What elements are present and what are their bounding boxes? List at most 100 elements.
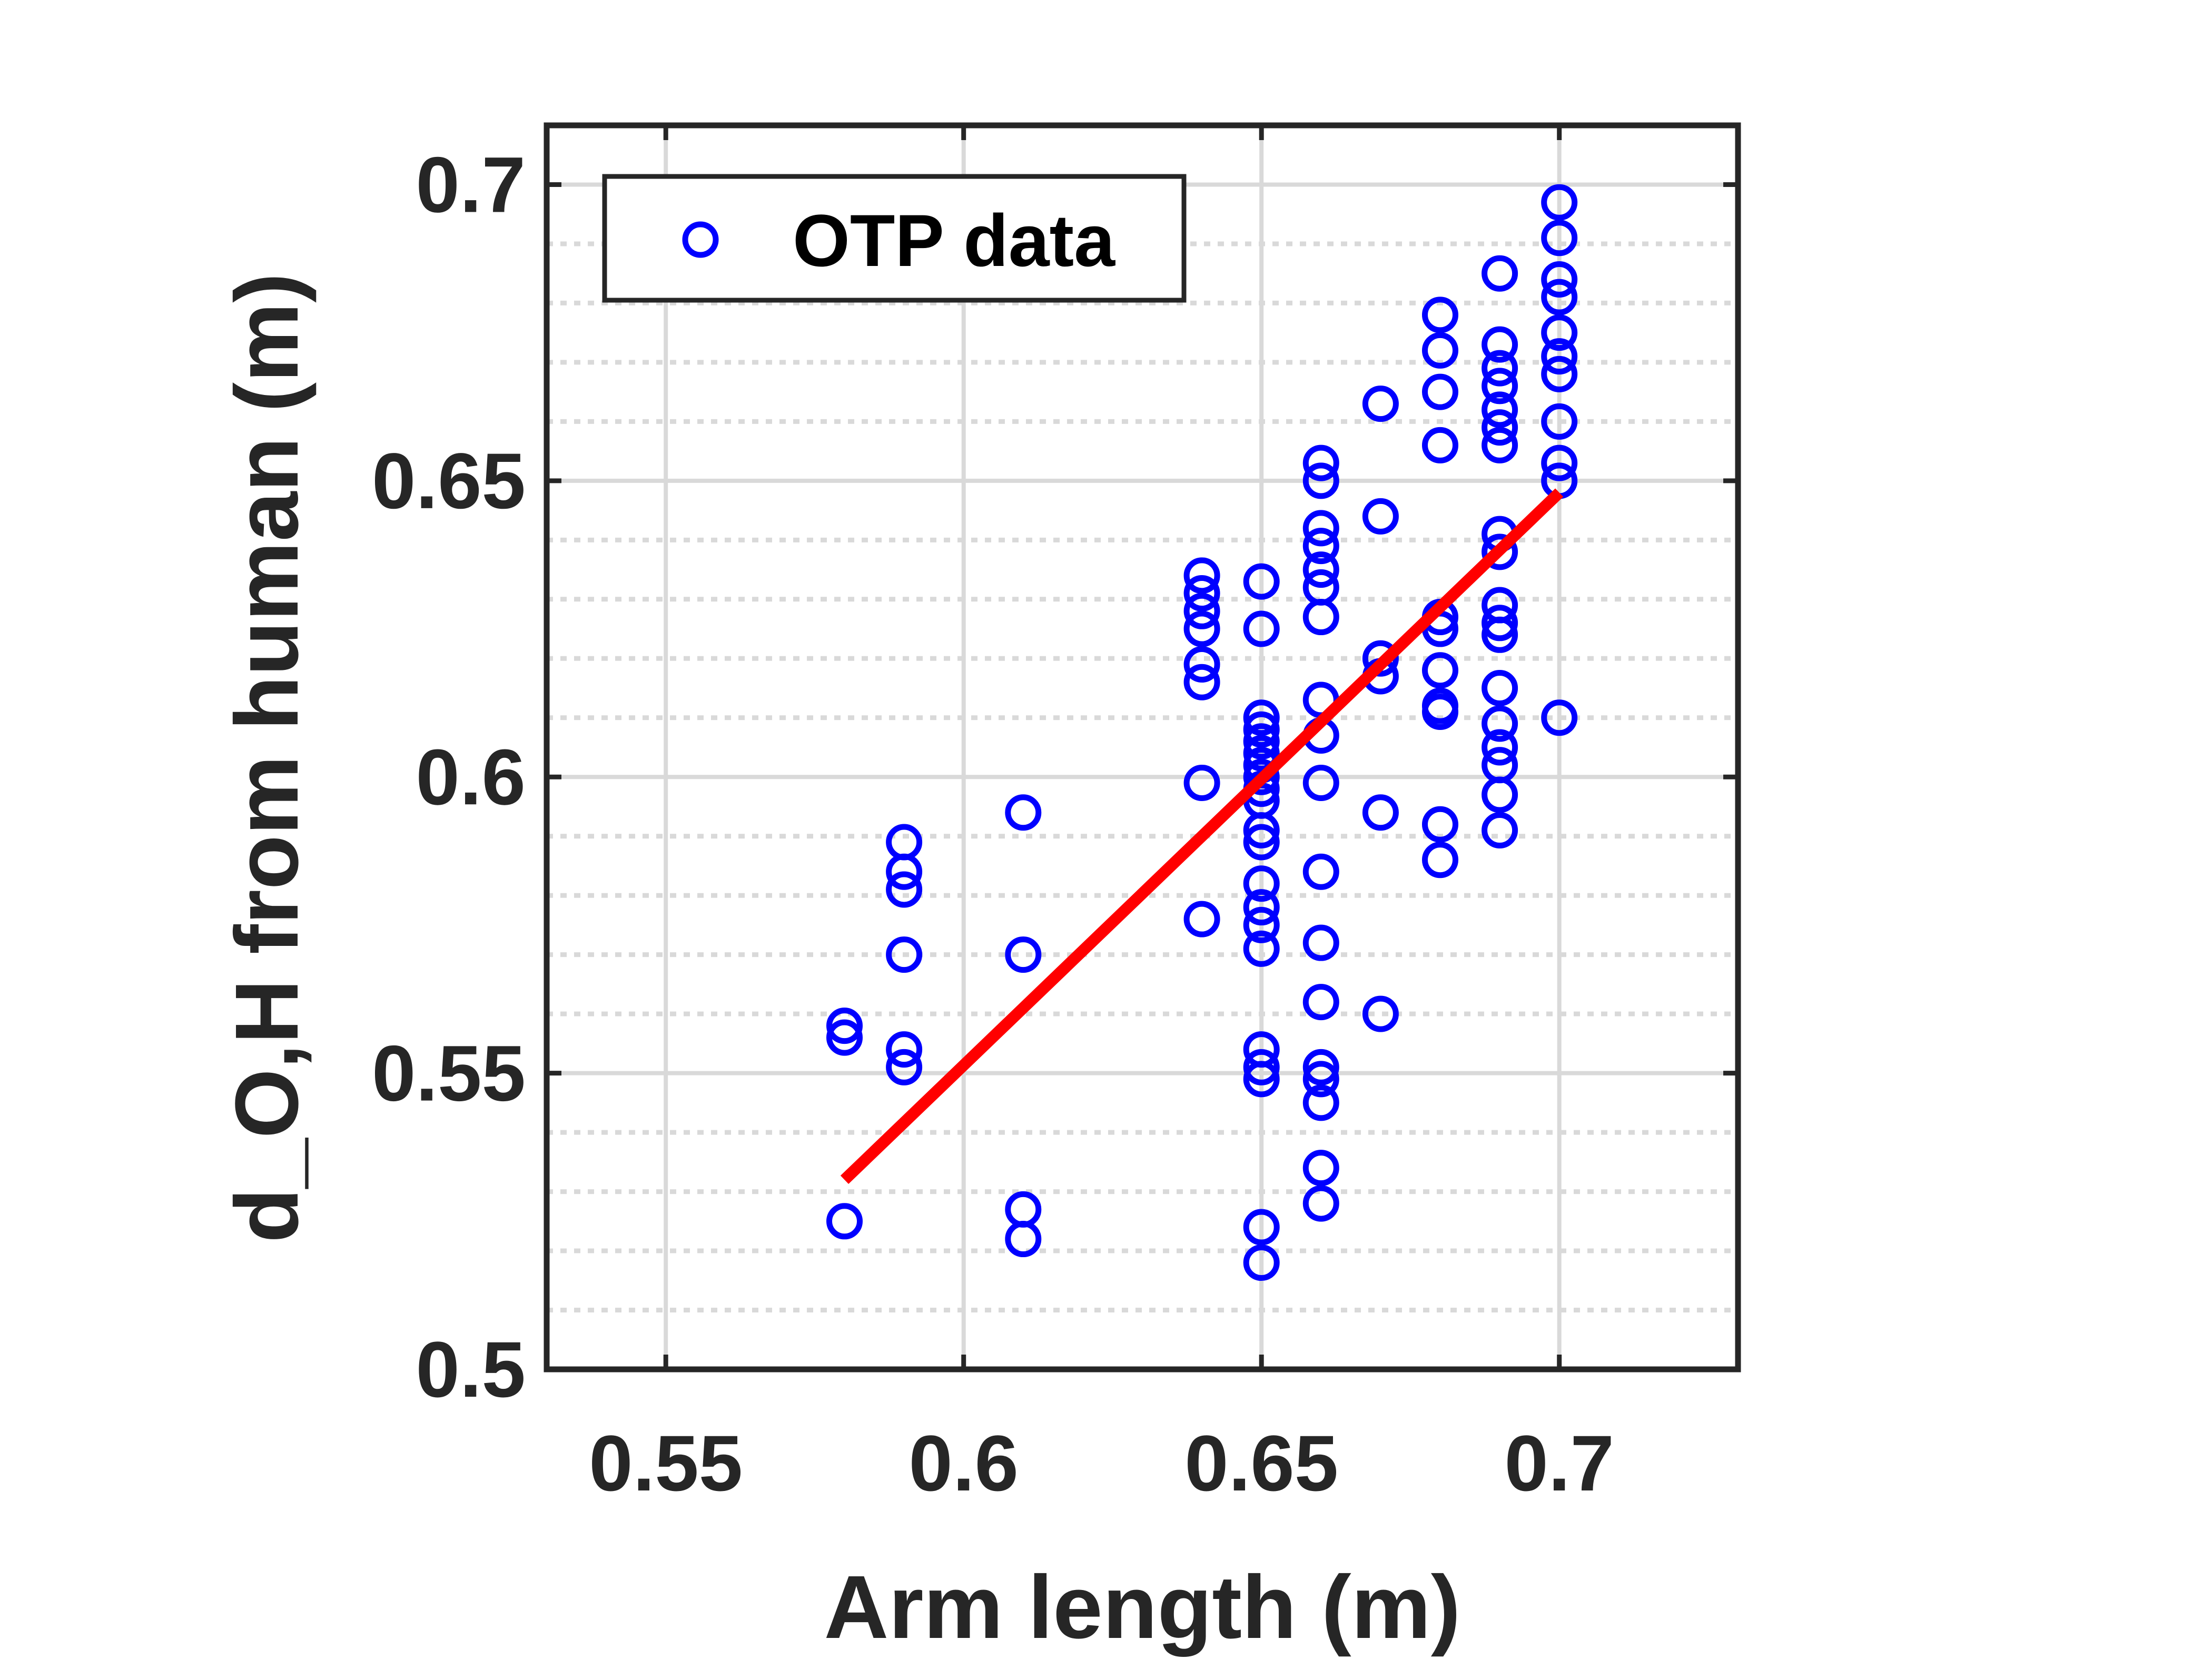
data-point	[1422, 806, 1458, 843]
ticks: 0.55 0.6 0.65 0.7 0.5 0.55 0.6 0.65 0.7	[372, 125, 1738, 1507]
data-point	[1183, 575, 1220, 612]
data-point	[1482, 350, 1518, 387]
data-point	[1302, 764, 1339, 801]
data-point	[1362, 995, 1399, 1032]
data-point	[886, 936, 923, 973]
y-tick-label: 0.55	[372, 1029, 526, 1118]
data-point	[1243, 812, 1280, 848]
data-point	[1302, 1084, 1339, 1121]
data-point	[1362, 794, 1399, 831]
data-point	[1482, 409, 1518, 446]
data-point	[1302, 1150, 1339, 1187]
data-point	[1422, 297, 1458, 333]
data-point	[1422, 694, 1458, 730]
data-point	[1243, 930, 1280, 967]
data-point	[1541, 279, 1578, 315]
legend-marker-icon	[682, 221, 719, 258]
data-point	[1362, 640, 1399, 677]
y-tick-label: 0.7	[416, 140, 526, 229]
data-point	[1302, 853, 1339, 890]
data-point	[1541, 314, 1578, 351]
legend-entry-otp-data: OTP data	[793, 199, 1115, 282]
data-point	[1302, 528, 1339, 565]
data-point	[1482, 729, 1518, 766]
data-point	[1243, 1049, 1280, 1085]
data-point	[1243, 906, 1280, 943]
data-point	[1243, 735, 1280, 772]
data-point	[1302, 1061, 1339, 1098]
data-point	[1302, 510, 1339, 547]
data-point	[1302, 924, 1339, 961]
data-point	[1302, 599, 1339, 636]
data-point	[1482, 705, 1518, 742]
data-point	[1183, 592, 1220, 629]
data-point	[1482, 427, 1518, 463]
legend: OTP data	[602, 174, 1187, 303]
data-point	[1243, 723, 1280, 760]
data-point	[826, 1019, 863, 1056]
data-point	[1183, 664, 1220, 700]
fit-line	[840, 488, 1564, 1184]
data-point	[1183, 764, 1220, 801]
data-point	[1482, 391, 1518, 428]
data-point	[1243, 865, 1280, 902]
data-point	[1005, 936, 1042, 973]
data-point	[1243, 610, 1280, 647]
data-point	[1541, 338, 1578, 375]
y-tick-label: 0.6	[416, 733, 526, 821]
data-point	[1482, 326, 1518, 363]
data-point	[1243, 563, 1280, 600]
plot-area	[547, 125, 1738, 1369]
data-point	[1482, 670, 1518, 707]
data-point	[1243, 1245, 1280, 1281]
x-axis-label: Arm length (m)	[824, 1557, 1461, 1657]
data-point	[1243, 711, 1280, 748]
data-point	[1243, 824, 1280, 861]
data-point	[1541, 445, 1578, 481]
x-tick-label: 0.65	[1184, 1419, 1338, 1507]
data-point	[826, 1203, 863, 1240]
data-point	[1183, 901, 1220, 937]
data-point	[1183, 646, 1220, 683]
data-point	[1422, 332, 1458, 369]
data-point	[1422, 373, 1458, 410]
x-tick-label: 0.7	[1504, 1419, 1614, 1507]
data-layer	[826, 184, 1578, 1281]
data-point	[1243, 1209, 1280, 1246]
data-point	[1243, 758, 1280, 795]
data-point	[1541, 699, 1578, 736]
data-point	[1362, 386, 1399, 422]
data-point	[1362, 498, 1399, 535]
data-point	[1422, 427, 1458, 463]
legend-box	[602, 174, 1187, 303]
data-point	[1482, 605, 1518, 641]
data-point	[1005, 1221, 1042, 1258]
data-point	[1302, 462, 1339, 499]
data-point	[1302, 1049, 1339, 1085]
data-point	[1243, 889, 1280, 926]
data-point	[1243, 1061, 1280, 1098]
data-point	[1183, 610, 1220, 647]
data-point	[886, 1031, 923, 1068]
axes-box	[544, 122, 1741, 1372]
data-point	[1541, 220, 1578, 256]
data-point	[1482, 534, 1518, 570]
data-point	[1183, 557, 1220, 594]
data-point	[1005, 794, 1042, 831]
y-tick-label: 0.65	[372, 437, 526, 525]
y-axis-label: d_O,H from human (m)	[217, 273, 317, 1243]
data-point	[1541, 261, 1578, 298]
y-tick-label: 0.5	[416, 1325, 526, 1414]
data-point	[886, 871, 923, 908]
data-point	[1243, 699, 1280, 736]
data-point	[826, 1008, 863, 1044]
data-point	[886, 1049, 923, 1085]
data-point	[1302, 551, 1339, 588]
data-point	[1541, 184, 1578, 221]
data-point	[1302, 1185, 1339, 1222]
data-point	[1541, 403, 1578, 440]
data-point	[1422, 652, 1458, 689]
data-point	[1482, 776, 1518, 813]
x-tick-label: 0.6	[908, 1419, 1019, 1507]
